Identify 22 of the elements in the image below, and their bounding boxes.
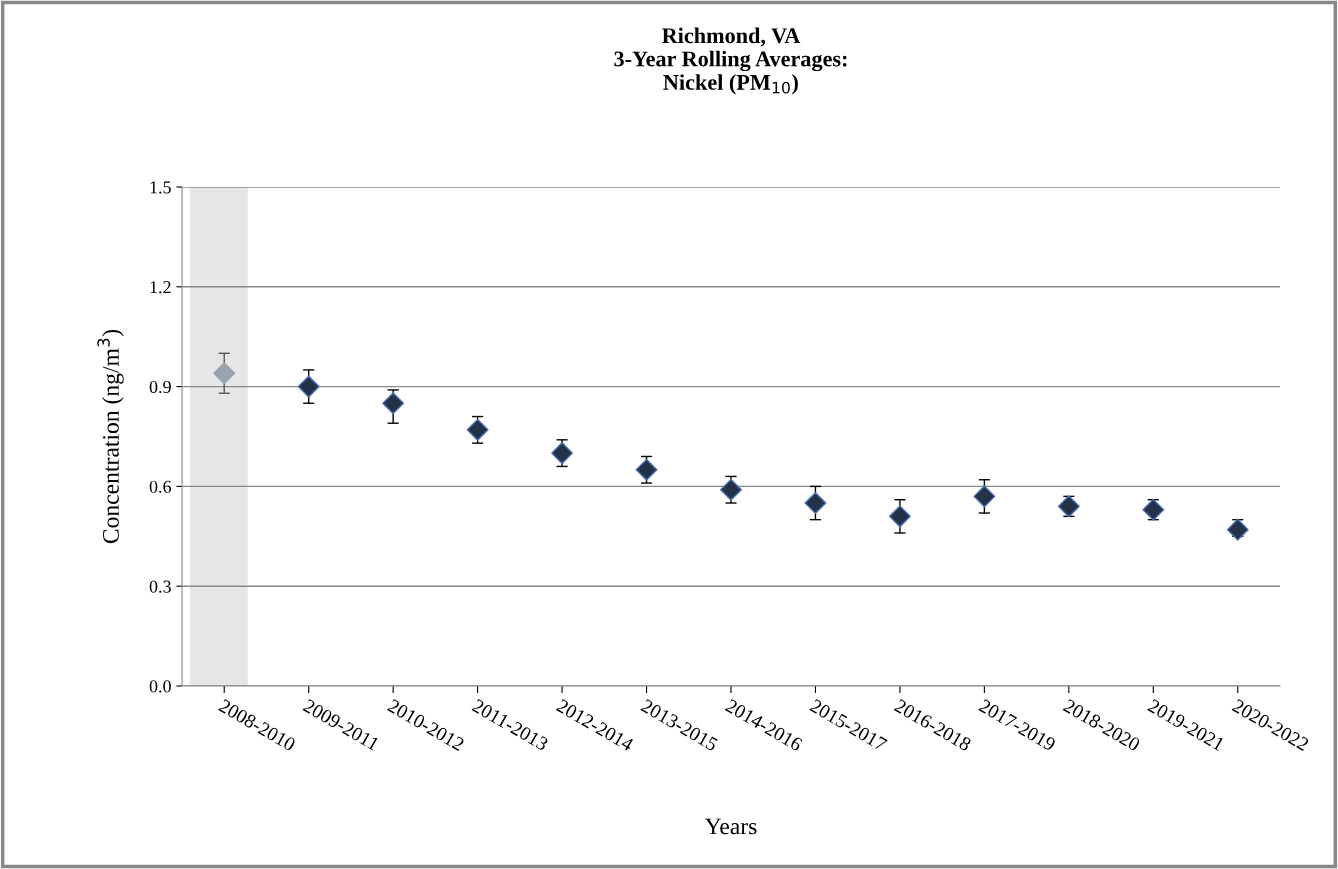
y-tick-label: 1.5 (150, 181, 171, 194)
point (297, 375, 320, 398)
point (466, 418, 489, 441)
point (213, 362, 236, 385)
point (720, 478, 742, 501)
point (888, 505, 911, 528)
point (1057, 495, 1080, 518)
point (382, 392, 405, 415)
point (804, 492, 827, 515)
point (635, 458, 658, 481)
point (551, 442, 574, 465)
x-axis-title: Years (704, 818, 757, 835)
y-tick-label: 1.2 (150, 281, 171, 294)
y-tick-label: 0.3 (149, 580, 171, 593)
y-axis-title: Concentration (ng/m$^{3}$) (97, 329, 124, 544)
y-tick-label: 0.0 (149, 680, 171, 693)
point (973, 485, 996, 508)
point (1226, 518, 1249, 541)
chart-title: Richmond, VA 3-Year Rolling Averages: Nickel (PM$_{10}$) (614, 27, 847, 95)
y-tick-label: 0.9 (149, 380, 171, 394)
y-tick-label: 0.6 (149, 480, 172, 493)
point (1142, 498, 1165, 521)
